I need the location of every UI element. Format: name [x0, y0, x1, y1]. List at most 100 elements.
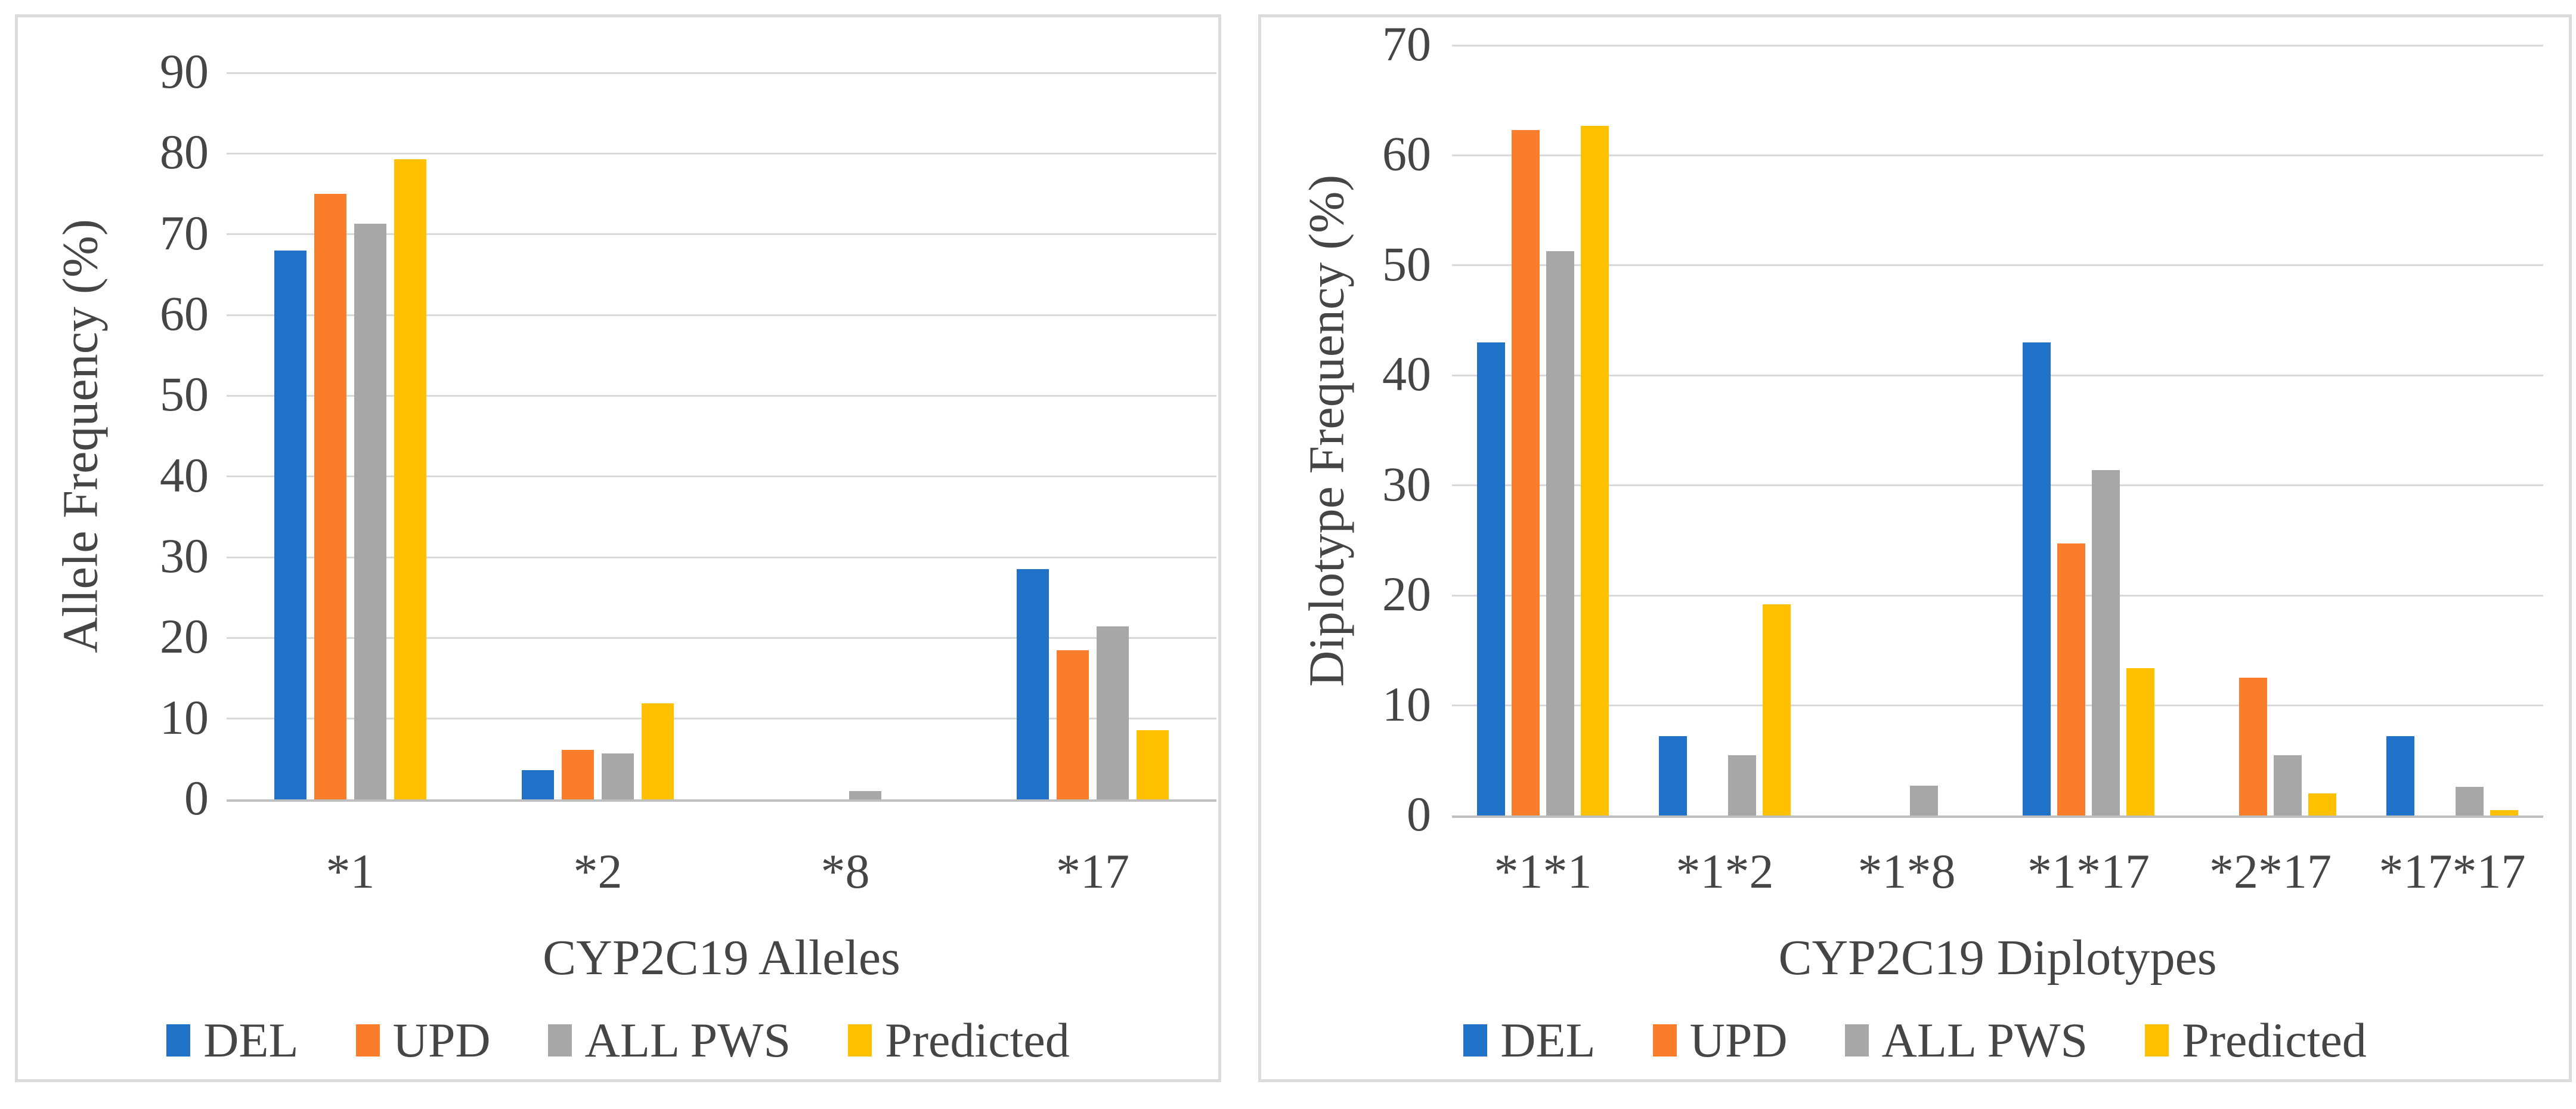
bar-all-pws-*1*8 [1910, 786, 1938, 815]
legend-item-upd: UPD [355, 1012, 491, 1068]
bar-upd-*2 [562, 750, 594, 799]
bar-del-*1 [274, 250, 306, 799]
gridline [227, 637, 1216, 639]
bar-predicted-*17 [1137, 730, 1169, 799]
legend-swatch-icon [547, 1024, 572, 1057]
bar-del-*17 [1017, 569, 1049, 799]
y-axis-tick-label: 0 [184, 771, 209, 826]
legend-label: ALL PWS [1881, 1013, 2088, 1067]
y-axis-tick-label: 80 [160, 125, 209, 180]
bar-all-pws-*17*17 [2456, 787, 2484, 815]
category-group [227, 73, 474, 799]
bar-del-*1*17 [2023, 342, 2051, 815]
y-axis-ticks: 0 10 20 30 40 50 60 70 80 90 [18, 17, 209, 1079]
bar-upd-*1*17 [2057, 543, 2085, 815]
legend-label: UPD [1689, 1013, 1788, 1067]
x-category-label: *17 [1056, 844, 1129, 898]
x-category-label: *17*17 [2379, 844, 2526, 898]
x-category-label: *2*17 [2209, 844, 2332, 898]
category-group [2361, 45, 2543, 815]
y-axis-tick-label: 40 [1382, 347, 1431, 401]
x-category-labels: *1 *2 *8 *17 [227, 844, 1216, 900]
bar-all-pws-*1*2 [1728, 755, 1756, 815]
gridline [227, 233, 1216, 236]
bar-del-*1*2 [1659, 736, 1687, 815]
category-group [2179, 45, 2361, 815]
bar-del-*1*1 [1477, 342, 1505, 815]
x-category-label: *1*17 [2027, 844, 2150, 898]
legend: DEL UPD ALL PWS Predicted [1261, 1012, 2569, 1068]
gridline [227, 152, 1216, 155]
gridline [1452, 705, 2543, 707]
legend-label: DEL [203, 1013, 299, 1067]
legend-swatch-icon [1463, 1024, 1488, 1057]
legend: DEL UPD ALL PWS Predicted [18, 1012, 1218, 1068]
y-axis-ticks: 0 10 20 30 40 50 60 70 [1261, 17, 1431, 1079]
y-axis-tick-label: 60 [1382, 126, 1431, 181]
y-axis-tick-label: 10 [160, 690, 209, 745]
bar-all-pws-*1 [354, 224, 386, 799]
y-axis-tick-label: 20 [160, 609, 209, 664]
category-group [1816, 45, 1998, 815]
legend-swatch-icon [166, 1024, 191, 1057]
x-axis-title: CYP2C19 Alleles [543, 930, 900, 986]
gridline [1452, 374, 2543, 376]
legend-item-del: DEL [1463, 1012, 1596, 1068]
bar-del-*2 [522, 770, 554, 799]
bar-all-pws-*2 [602, 753, 634, 799]
gridline [227, 718, 1216, 720]
legend-swatch-icon [1652, 1024, 1677, 1057]
bar-upd-*1*1 [1512, 130, 1540, 815]
legend-item-upd: UPD [1652, 1012, 1788, 1068]
x-category-label: *1 [326, 844, 375, 898]
y-axis-tick-label: 10 [1382, 676, 1431, 731]
category-group [1452, 45, 1634, 815]
bar-predicted-*1*1 [1581, 125, 1609, 815]
legend-item-del: DEL [166, 1012, 299, 1068]
bars [1452, 45, 2543, 815]
bar-all-pws-*17 [1097, 626, 1129, 799]
bar-predicted-*1*17 [2126, 668, 2154, 815]
legend-item-all-pws: ALL PWS [1844, 1012, 2088, 1068]
legend-item-predicted: Predicted [2145, 1012, 2367, 1068]
legend-label: Predicted [885, 1013, 1070, 1067]
bar-predicted-*1*2 [1763, 604, 1791, 815]
bar-predicted-*2 [642, 703, 674, 799]
category-group [1998, 45, 2179, 815]
y-axis-tick-label: 0 [1407, 787, 1431, 842]
diplotype-frequency-chart-panel: Diplotype Frequency (%) 0 10 20 30 40 50 60 70 … [1258, 14, 2572, 1082]
bar-all-pws-*1*17 [2092, 469, 2120, 815]
legend-swatch-icon [355, 1024, 380, 1057]
bar-del-*17*17 [2386, 736, 2414, 815]
y-axis-tick-label: 20 [1382, 567, 1431, 622]
gridline [227, 314, 1216, 316]
x-category-labels: *1*1 *1*2 *1*8 *1*17 *2*17 *17*17 [1452, 844, 2543, 900]
bar-upd-*17 [1057, 650, 1089, 799]
x-category-label: *1*2 [1676, 844, 1774, 898]
legend-label: UPD [392, 1013, 491, 1067]
plot-area [1452, 44, 2543, 818]
legend-swatch-icon [848, 1024, 872, 1057]
bar-predicted-*17*17 [2490, 810, 2518, 815]
gridline [227, 72, 1216, 74]
bar-all-pws-*2*17 [2274, 755, 2302, 815]
y-axis-tick-label: 50 [160, 367, 209, 422]
y-axis-tick-label: 70 [1382, 17, 1431, 72]
gridline [1452, 594, 2543, 597]
legend-item-all-pws: ALL PWS [547, 1012, 791, 1068]
legend-item-predicted: Predicted [848, 1012, 1070, 1068]
legend-label: ALL PWS [584, 1013, 791, 1067]
y-axis-tick-label: 70 [160, 205, 209, 260]
y-axis-tick-label: 30 [160, 529, 209, 583]
category-group [474, 73, 722, 799]
x-category-label: *8 [821, 844, 870, 898]
y-axis-tick-label: 40 [160, 447, 209, 502]
allele-frequency-chart-panel: Allele Frequency (%) 0 10 20 30 40 50 60 70 80 90… [15, 14, 1221, 1082]
y-axis-tick-label: 90 [160, 44, 209, 99]
bar-all-pws-*8 [849, 791, 881, 799]
gridline [1452, 264, 2543, 267]
gridline [227, 475, 1216, 478]
bar-all-pws-*1*1 [1546, 251, 1574, 815]
bars [227, 73, 1216, 799]
